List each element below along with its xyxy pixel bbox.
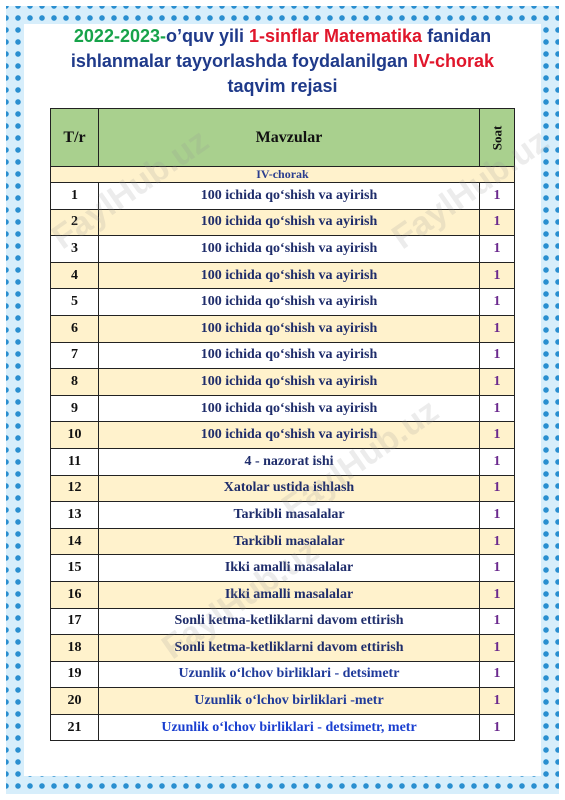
table-row: 3 100 ichida qo‘shish va ayirish 1 bbox=[50, 235, 515, 263]
hours: 1 bbox=[479, 421, 515, 449]
topic: 100 ichida qo‘shish va ayirish bbox=[98, 421, 480, 449]
title-part: fanidan ishlanmalar tayyorlashda foydala… bbox=[70, 26, 492, 71]
plan-table: T/r Mavzular Soat IV-chorak 1 100 ichida … bbox=[50, 108, 515, 742]
topic: 100 ichida qo‘shish va ayirish bbox=[98, 261, 480, 290]
row-number: 21 bbox=[50, 713, 99, 742]
hours: 1 bbox=[479, 713, 515, 742]
table-row: 10 100 ichida qo‘shish va ayirish 1 bbox=[50, 421, 515, 449]
table-row: 14 Tarkibli masalalar 1 bbox=[50, 527, 515, 556]
title-part: 2022-2023- bbox=[73, 26, 166, 46]
table-row: 7 100 ichida qo‘shish va ayirish 1 bbox=[50, 341, 515, 370]
header-cell: T/r bbox=[50, 108, 99, 167]
topic: Tarkibli masalalar bbox=[98, 527, 480, 556]
title-part: IV-chorak bbox=[413, 51, 495, 71]
topic: Sonli ketma-ketliklarni davom ettirish bbox=[98, 634, 480, 662]
table-row: 11 4 - nazorat ishi 1 bbox=[50, 447, 515, 476]
row-number: 6 bbox=[50, 314, 99, 343]
topic: 100 ichida qo‘shish va ayirish bbox=[98, 182, 480, 210]
table-row: 19 Uzunlik o‘lchov birliklari - detsimetr… bbox=[50, 660, 515, 689]
topic: 100 ichida qo‘shish va ayirish bbox=[98, 341, 480, 370]
row-number: 11 bbox=[50, 447, 99, 476]
hours: 1 bbox=[479, 474, 515, 503]
hours: 1 bbox=[479, 580, 515, 609]
hours: 1 bbox=[479, 447, 515, 476]
hours: 1 bbox=[479, 368, 515, 396]
hours: 1 bbox=[479, 341, 515, 370]
topic: 100 ichida qo‘shish va ayirish bbox=[98, 235, 480, 263]
topic: Xatolar ustida ishlash bbox=[98, 474, 480, 503]
header-cell: Mavzular bbox=[98, 108, 480, 167]
topic: 100 ichida qo‘shish va ayirish bbox=[98, 288, 480, 316]
hours: 1 bbox=[479, 687, 515, 715]
table-row: 4 100 ichida qo‘shish va ayirish 1 bbox=[50, 261, 515, 290]
table-row: 16 Ikki amalli masalalar 1 bbox=[50, 580, 515, 609]
topic: Ikki amalli masalalar bbox=[98, 554, 480, 582]
row-number: 1 bbox=[50, 182, 99, 210]
row-number: 19 bbox=[50, 660, 99, 689]
row-number: 8 bbox=[50, 368, 99, 396]
row-number: 2 bbox=[50, 208, 99, 237]
table-row: 15 Ikki amalli masalalar 1 bbox=[50, 554, 515, 582]
row-number: 10 bbox=[50, 421, 99, 449]
table-row: 6 100 ichida qo‘shish va ayirish 1 bbox=[50, 314, 515, 343]
header-cell: Soat bbox=[479, 108, 515, 167]
hours: 1 bbox=[479, 554, 515, 582]
row-number: 7 bbox=[50, 341, 99, 370]
topic: 100 ichida qo‘shish va ayirish bbox=[98, 208, 480, 237]
hours: 1 bbox=[479, 288, 515, 316]
table-row: 1 100 ichida qo‘shish va ayirish 1 bbox=[50, 182, 515, 210]
row-number: 18 bbox=[50, 634, 99, 662]
table-row: 17 Sonli ketma-ketliklarni davom ettirish… bbox=[50, 607, 515, 636]
hours: 1 bbox=[479, 501, 515, 529]
row-number: 13 bbox=[50, 501, 99, 529]
row-number: 16 bbox=[50, 580, 99, 609]
title-part: taqvim rejasi bbox=[227, 76, 338, 96]
hours: 1 bbox=[479, 607, 515, 636]
row-number: 15 bbox=[50, 554, 99, 582]
topic: Tarkibli masalalar bbox=[98, 501, 480, 529]
topic: 100 ichida qo‘shish va ayirish bbox=[98, 368, 480, 396]
title-part: o’quv yili bbox=[165, 26, 249, 46]
row-number: 4 bbox=[50, 261, 99, 290]
hours: 1 bbox=[479, 660, 515, 689]
topic: 100 ichida qo‘shish va ayirish bbox=[98, 394, 480, 423]
hours: 1 bbox=[479, 527, 515, 556]
topic: Uzunlik o‘lchov birliklari - detsimetr bbox=[98, 660, 480, 689]
table-row: 12 Xatolar ustida ishlash 1 bbox=[50, 474, 515, 503]
row-number: 5 bbox=[50, 288, 99, 316]
row-number: 17 bbox=[50, 607, 99, 636]
hours: 1 bbox=[479, 182, 515, 210]
table-row: 20 Uzunlik o‘lchov birliklari -metr 1 bbox=[50, 687, 515, 715]
table-row: 2 100 ichida qo‘shish va ayirish 1 bbox=[50, 208, 515, 237]
title-part: 1-sinflar Matematika bbox=[249, 26, 423, 46]
table-row: 8 100 ichida qo‘shish va ayirish 1 bbox=[50, 368, 515, 396]
topic: Ikki amalli masalalar bbox=[98, 580, 480, 609]
hours: 1 bbox=[479, 235, 515, 263]
table-row: 18 Sonli ketma-ketliklarni davom ettirish… bbox=[50, 634, 515, 662]
table-row: 13 Tarkibli masalalar 1 bbox=[50, 501, 515, 529]
topic: 100 ichida qo‘shish va ayirish bbox=[98, 314, 480, 343]
title: 2022-2023-o’quv yili 1-sinflar Matematik… bbox=[40, 24, 525, 99]
row-number: 12 bbox=[50, 474, 99, 503]
topic: Sonli ketma-ketliklarni davom ettirish bbox=[98, 607, 480, 636]
topic: Uzunlik o‘lchov birliklari - detsimetr, … bbox=[98, 713, 480, 742]
row-number: 14 bbox=[50, 527, 99, 556]
row-number: 20 bbox=[50, 687, 99, 715]
section-row: IV-chorak bbox=[50, 166, 515, 183]
row-number: 9 bbox=[50, 394, 99, 423]
hours: 1 bbox=[479, 261, 515, 290]
header-text: Soat bbox=[489, 125, 504, 150]
hours: 1 bbox=[479, 314, 515, 343]
table-row: 9 100 ichida qo‘shish va ayirish 1 bbox=[50, 394, 515, 423]
hours: 1 bbox=[479, 394, 515, 423]
topic: 4 - nazorat ishi bbox=[98, 447, 480, 476]
hours: 1 bbox=[479, 208, 515, 237]
table-row: 5 100 ichida qo‘shish va ayirish 1 bbox=[50, 288, 515, 316]
hours: 1 bbox=[479, 634, 515, 662]
topic: Uzunlik o‘lchov birliklari -metr bbox=[98, 687, 480, 715]
table-row: 21 Uzunlik o‘lchov birliklari - detsimetr… bbox=[50, 713, 515, 742]
row-number: 3 bbox=[50, 235, 99, 263]
